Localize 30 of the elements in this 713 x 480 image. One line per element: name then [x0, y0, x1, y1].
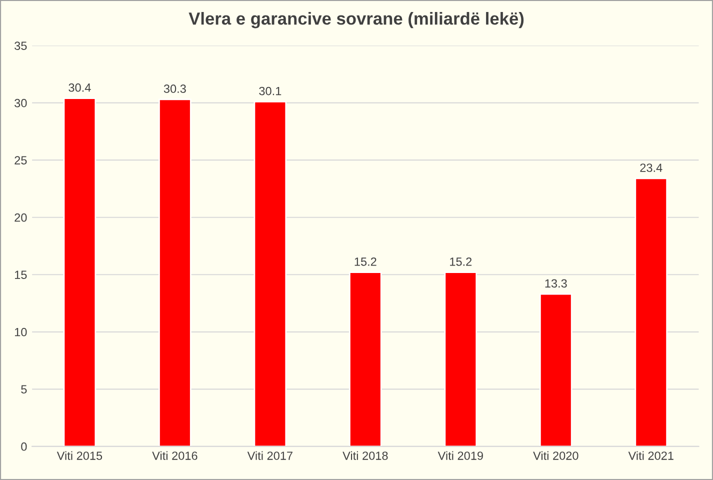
y-tick-label: 10 [14, 328, 27, 336]
bar [349, 272, 382, 446]
bar [634, 178, 668, 446]
bar [158, 98, 192, 446]
bar [444, 272, 478, 446]
y-tick-label: 20 [14, 213, 27, 222]
y-tick-label: 25 [14, 156, 27, 165]
y-tick-label: 30 [14, 98, 27, 108]
y-tick-label: 15 [14, 270, 27, 280]
bar [63, 98, 96, 446]
data-label: 15.2 [354, 257, 376, 266]
x-tick-label: Viti 2016 [152, 451, 198, 460]
y-tick-label: 0 [21, 442, 27, 451]
bar [254, 101, 287, 446]
x-tick-label: Viti 2015 [56, 451, 102, 460]
data-label: 23.4 [640, 164, 662, 172]
y-tick-label: 35 [14, 42, 27, 50]
data-label: 30.1 [259, 86, 282, 96]
chart-title: Vlera e garancive sovrane (miliardë lekë) [188, 12, 524, 28]
x-tick-label: Viti 2018 [342, 451, 388, 460]
x-tick-label: Viti 2017 [247, 451, 292, 460]
data-label: 30.4 [68, 83, 91, 92]
bar [539, 293, 572, 446]
x-tick-label: Viti 2020 [533, 451, 578, 460]
data-label: 15.2 [450, 257, 472, 266]
data-label: 13.3 [545, 279, 567, 288]
y-tick-label: 5 [21, 385, 27, 394]
x-tick-label: Viti 2019 [438, 451, 483, 460]
x-tick-label: Viti 2021 [628, 451, 674, 460]
data-label: 30.3 [164, 84, 186, 93]
